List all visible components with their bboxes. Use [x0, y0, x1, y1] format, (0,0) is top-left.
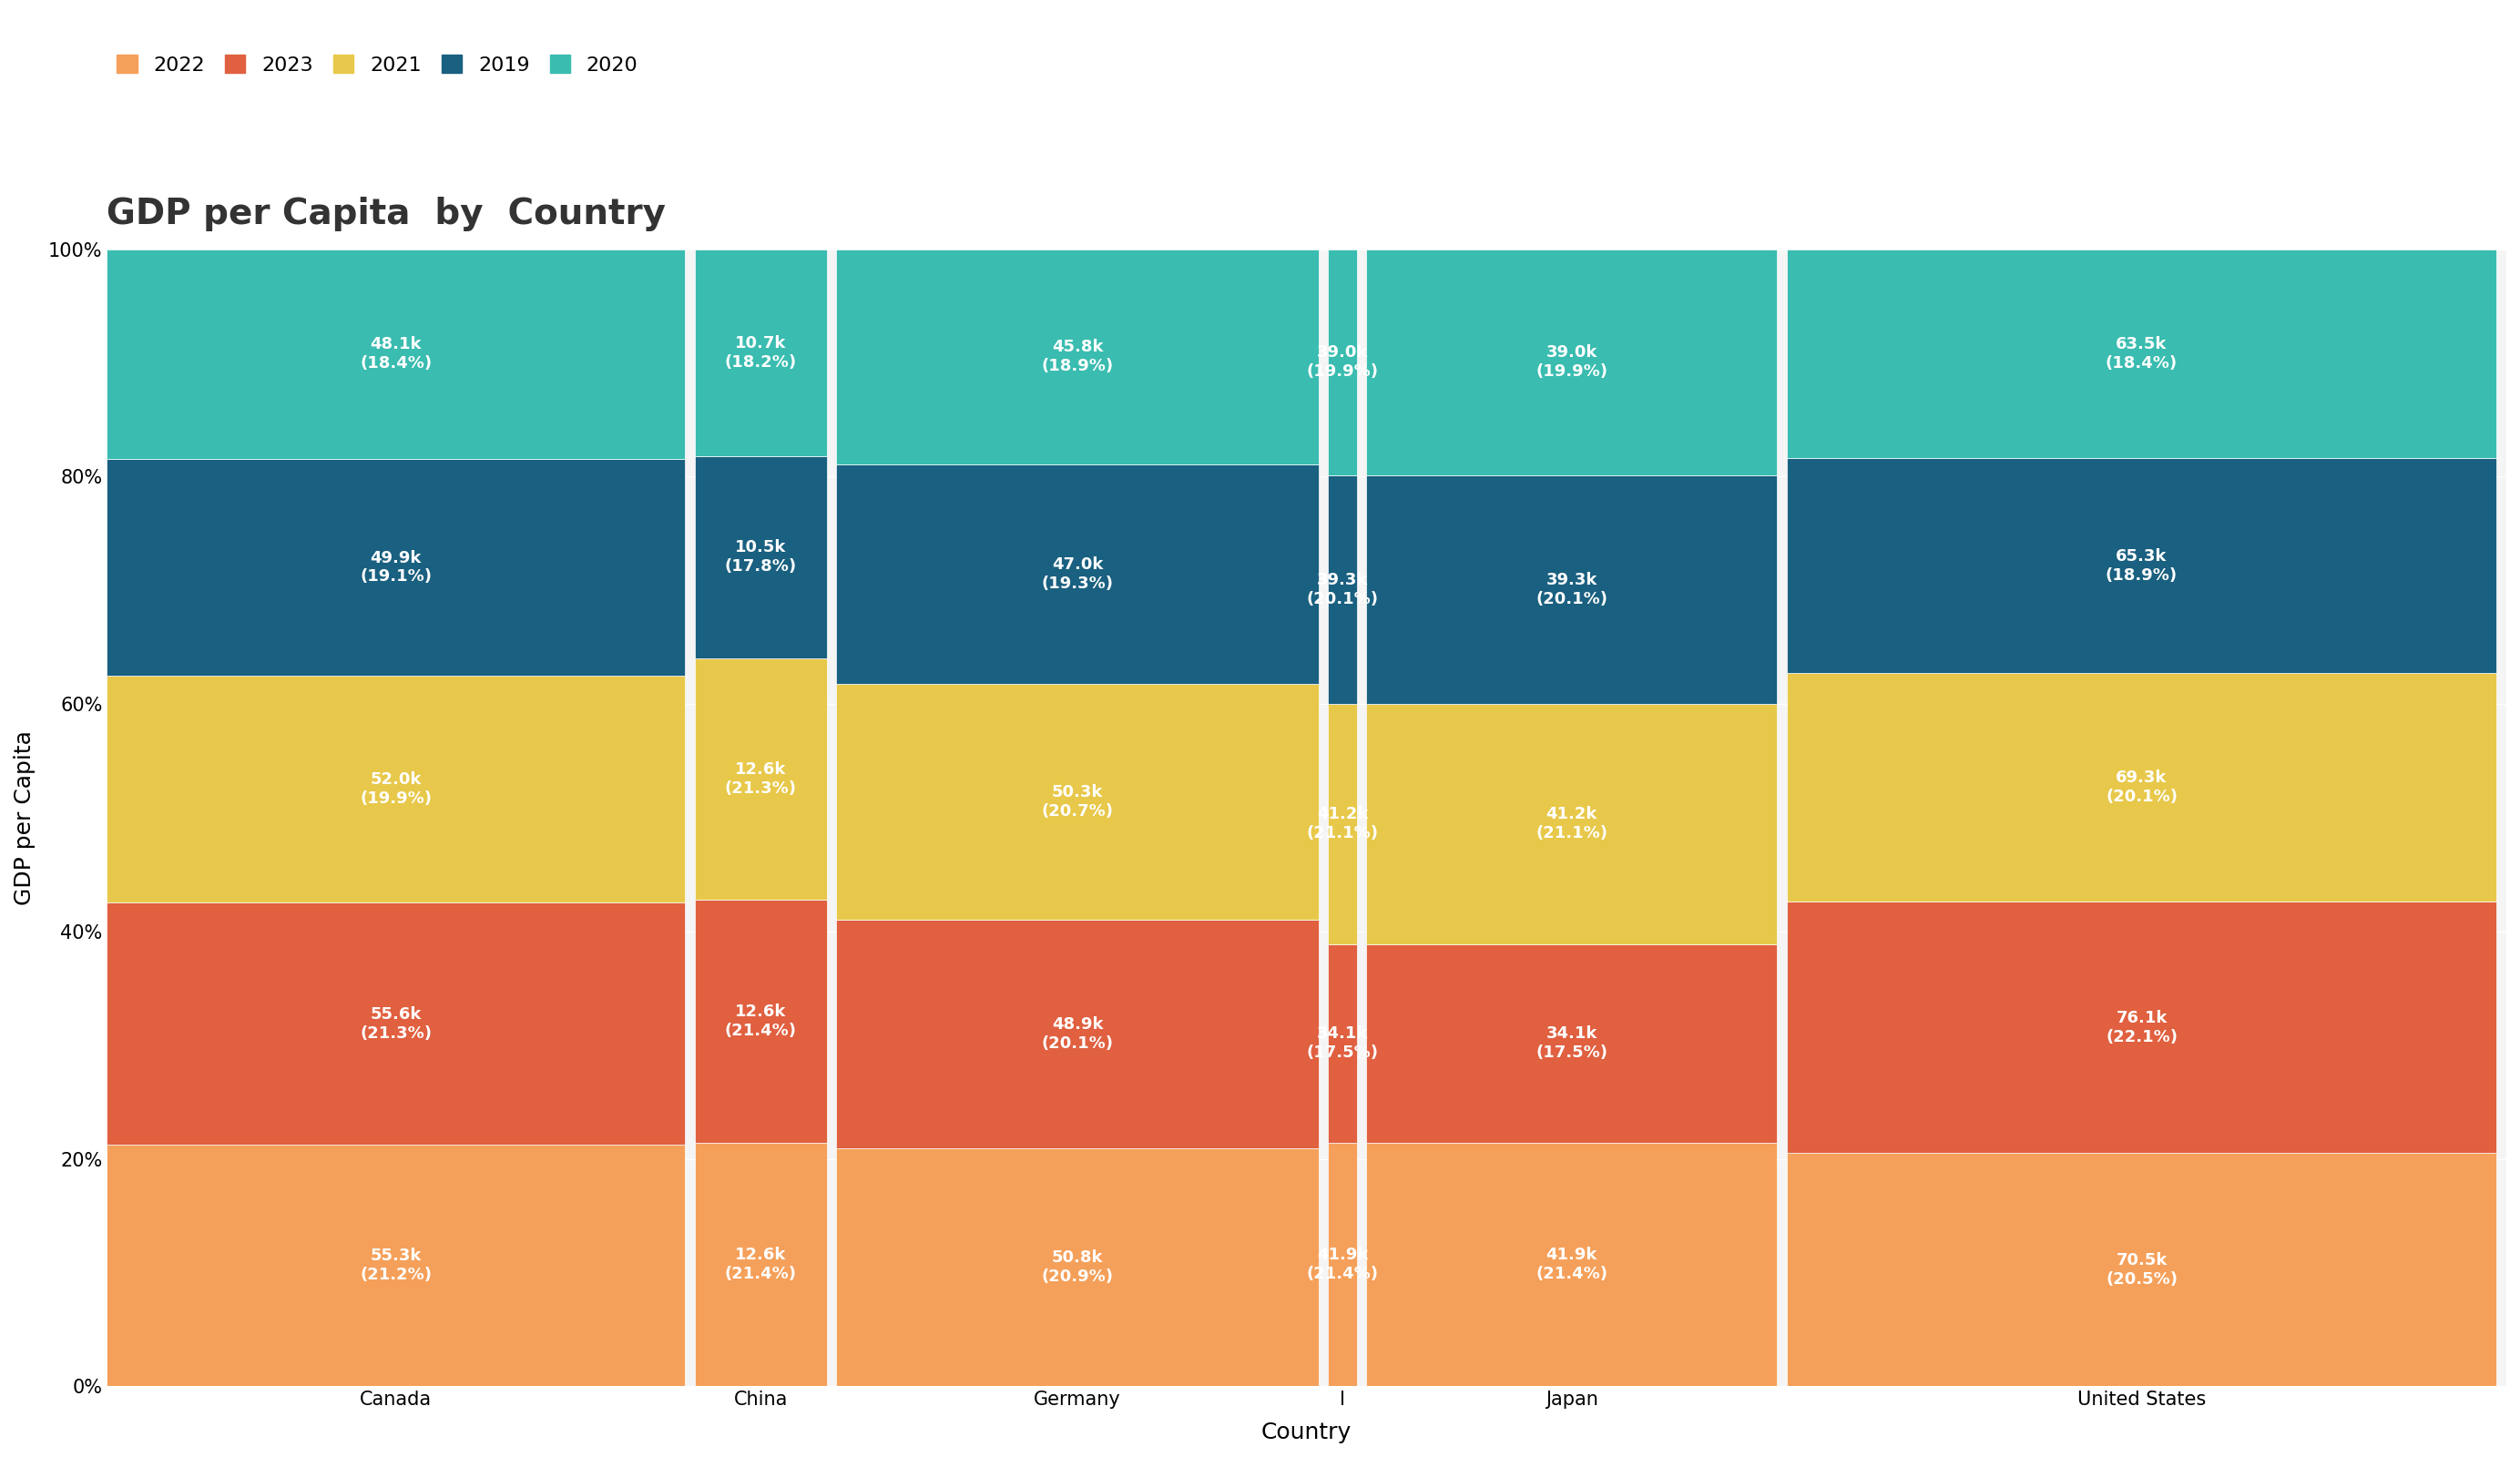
Bar — [1787, 249, 2497, 459]
Text: 69.3k
(20.1%): 69.3k (20.1%) — [2107, 769, 2177, 806]
Bar — [837, 683, 1318, 919]
Text: 50.8k
(20.9%): 50.8k (20.9%) — [1041, 1250, 1114, 1285]
Text: 12.6k
(21.4%): 12.6k (21.4%) — [726, 1004, 796, 1039]
Bar — [106, 1145, 685, 1386]
Bar — [1328, 249, 1356, 475]
Bar — [106, 902, 685, 1145]
Bar — [1787, 1152, 2497, 1386]
Bar — [837, 919, 1318, 1148]
Text: 39.3k
(20.1%): 39.3k (20.1%) — [1535, 573, 1608, 608]
Text: 39.3k
(20.1%): 39.3k (20.1%) — [1305, 573, 1378, 608]
Bar — [1366, 1142, 1777, 1386]
Bar — [106, 249, 685, 459]
Text: 48.9k
(20.1%): 48.9k (20.1%) — [1041, 1017, 1114, 1052]
Bar — [837, 249, 1318, 465]
Bar — [1366, 475, 1777, 704]
Text: 50.3k
(20.7%): 50.3k (20.7%) — [1041, 784, 1114, 819]
Text: 45.8k
(18.9%): 45.8k (18.9%) — [1041, 339, 1114, 374]
Text: 48.1k
(18.4%): 48.1k (18.4%) — [360, 337, 431, 372]
Text: 52.0k
(19.9%): 52.0k (19.9%) — [360, 772, 431, 807]
Bar — [1366, 944, 1777, 1142]
Text: 65.3k
(18.9%): 65.3k (18.9%) — [2107, 548, 2177, 583]
Text: 63.5k
(18.4%): 63.5k (18.4%) — [2107, 337, 2177, 372]
Legend: 2022, 2023, 2021, 2019, 2020: 2022, 2023, 2021, 2019, 2020 — [116, 55, 638, 74]
Bar — [837, 1148, 1318, 1386]
Bar — [1328, 1142, 1356, 1386]
Text: 10.7k
(18.2%): 10.7k (18.2%) — [726, 335, 796, 370]
Bar — [696, 249, 827, 456]
Text: 55.3k
(21.2%): 55.3k (21.2%) — [360, 1247, 431, 1284]
Text: 41.9k
(21.4%): 41.9k (21.4%) — [1535, 1247, 1608, 1282]
Text: 10.5k
(17.8%): 10.5k (17.8%) — [726, 539, 796, 574]
Bar — [1366, 704, 1777, 944]
Bar — [696, 1144, 827, 1386]
Text: 41.2k
(21.1%): 41.2k (21.1%) — [1305, 806, 1378, 842]
Text: 12.6k
(21.4%): 12.6k (21.4%) — [726, 1247, 796, 1282]
Text: 47.0k
(19.3%): 47.0k (19.3%) — [1041, 557, 1114, 592]
Bar — [696, 900, 827, 1144]
X-axis label: Country: Country — [1263, 1422, 1351, 1444]
Y-axis label: GDP per Capita: GDP per Capita — [13, 730, 35, 905]
Bar — [1328, 475, 1356, 704]
Text: 39.0k
(19.9%): 39.0k (19.9%) — [1305, 345, 1378, 380]
Bar — [1787, 673, 2497, 902]
Text: 12.6k
(21.3%): 12.6k (21.3%) — [726, 762, 796, 797]
Bar — [1787, 902, 2497, 1152]
Text: 70.5k
(20.5%): 70.5k (20.5%) — [2107, 1252, 2177, 1288]
Bar — [1366, 249, 1777, 475]
Bar — [1328, 704, 1356, 944]
Text: 34.1k
(17.5%): 34.1k (17.5%) — [1305, 1026, 1378, 1061]
Bar — [106, 459, 685, 676]
Text: 76.1k
(22.1%): 76.1k (22.1%) — [2107, 1010, 2177, 1045]
Text: 39.0k
(19.9%): 39.0k (19.9%) — [1535, 345, 1608, 380]
Bar — [696, 456, 827, 659]
Bar — [106, 676, 685, 902]
Bar — [1787, 459, 2497, 673]
Text: 49.9k
(19.1%): 49.9k (19.1%) — [360, 549, 431, 584]
Text: 41.2k
(21.1%): 41.2k (21.1%) — [1535, 806, 1608, 842]
Bar — [837, 465, 1318, 683]
Text: 55.6k
(21.3%): 55.6k (21.3%) — [360, 1005, 431, 1042]
Bar — [696, 659, 827, 900]
Bar — [1328, 944, 1356, 1142]
Text: 41.9k
(21.4%): 41.9k (21.4%) — [1305, 1247, 1378, 1282]
Text: GDP per Capita  by  Country: GDP per Capita by Country — [106, 197, 665, 232]
Text: 34.1k
(17.5%): 34.1k (17.5%) — [1535, 1026, 1608, 1061]
